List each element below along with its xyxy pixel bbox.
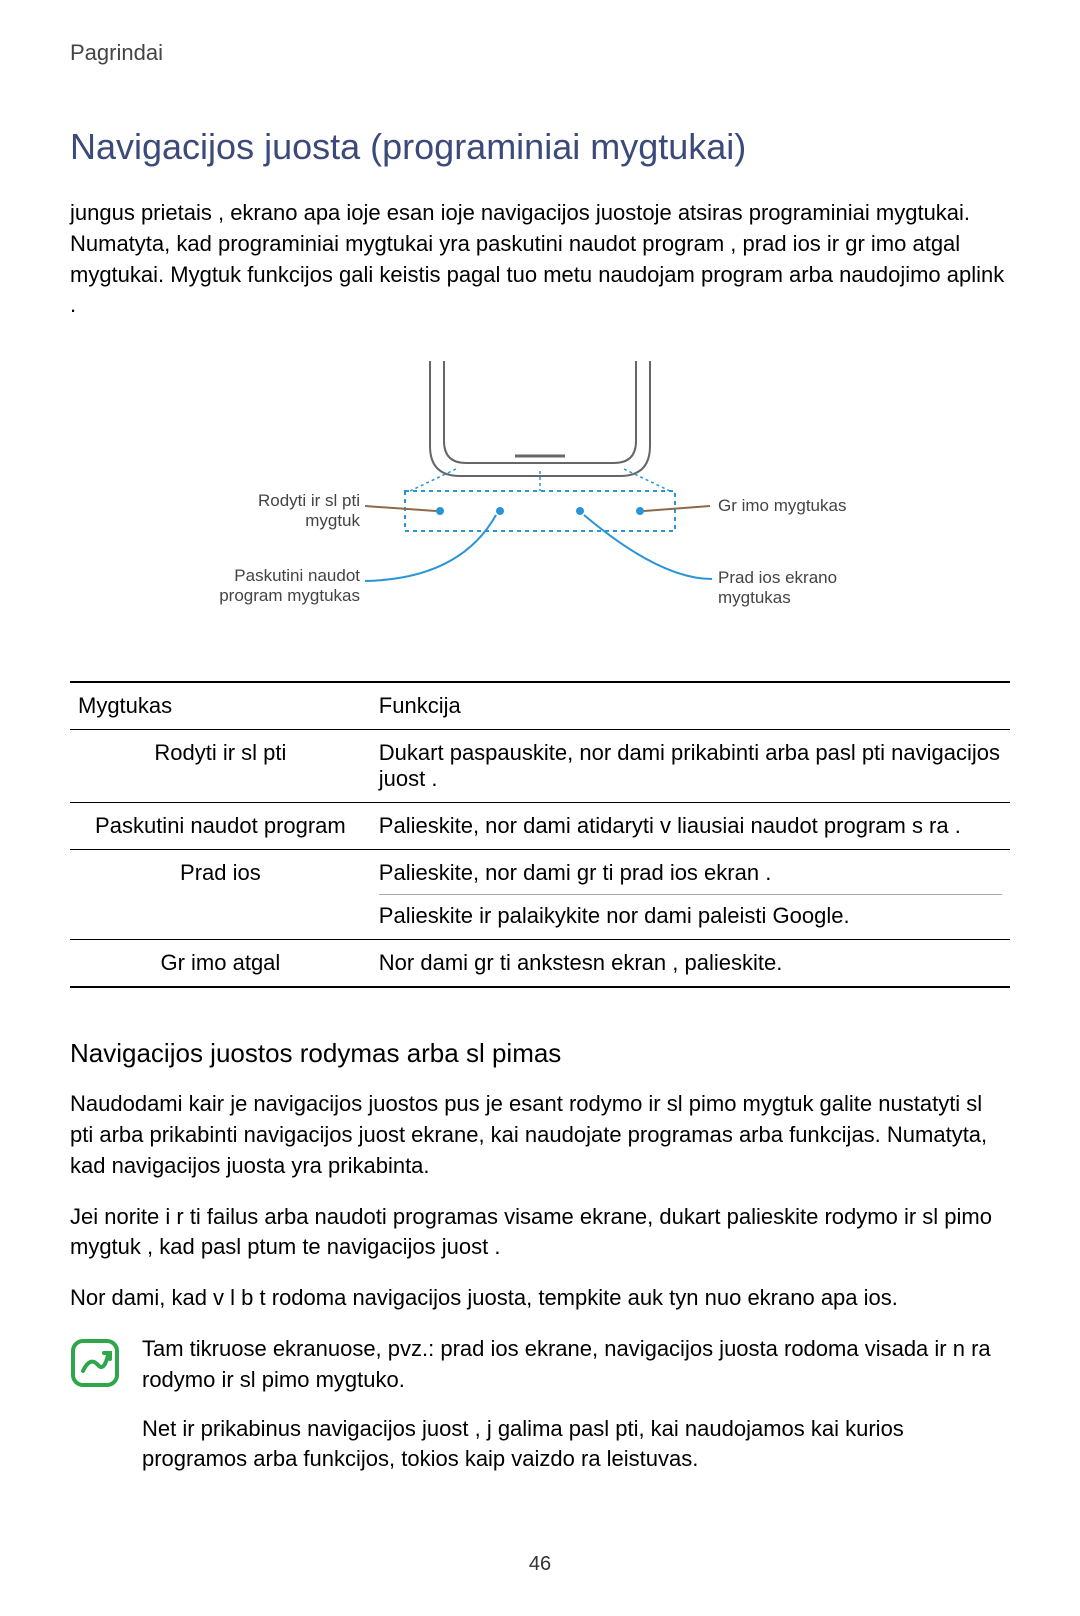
breadcrumb: Pagrindai — [70, 40, 1010, 66]
table-cell-function: Nor dami gr ti ankstesn ekran , palieski… — [371, 940, 1010, 988]
table-cell-button: Paskutini naudot program — [70, 803, 371, 850]
table-header-button: Mygtukas — [70, 682, 371, 730]
svg-text:mygtuk: mygtuk — [305, 511, 360, 530]
table-header-function: Funkcija — [371, 682, 1010, 730]
buttons-table: Mygtukas Funkcija Rodyti ir sl pti Dukar… — [70, 681, 1010, 988]
svg-text:program mygtukas: program mygtukas — [219, 586, 360, 605]
table-row: Prad ios Palieskite, nor dami gr ti prad… — [70, 850, 1010, 940]
table-cell-button: Rodyti ir sl pti — [70, 730, 371, 803]
page-title: Navigacijos juosta (programiniai mygtuka… — [70, 126, 1010, 168]
note-icon — [70, 1338, 120, 1393]
body-paragraph: Nor dami, kad v l b t rodoma navigacijos… — [70, 1283, 1010, 1314]
intro-paragraph: jungus prietais , ekrano apa ioje esan i… — [70, 198, 1010, 321]
note-paragraph: Tam tikruose ekranuose, pvz.: prad ios e… — [142, 1334, 1010, 1396]
table-cell-function-a: Palieskite, nor dami gr ti prad ios ekra… — [379, 860, 1002, 886]
table-cell-button: Gr imo atgal — [70, 940, 371, 988]
svg-text:Rodyti ir sl pti: Rodyti ir sl pti — [258, 491, 360, 510]
note-block: Tam tikruose ekranuose, pvz.: prad ios e… — [70, 1334, 1010, 1493]
table-cell-function: Dukart paspauskite, nor dami prikabinti … — [371, 730, 1010, 803]
body-paragraph: Naudodami kair je navigacijos juostos pu… — [70, 1089, 1010, 1181]
table-cell-function: Palieskite, nor dami atidaryti v liausia… — [371, 803, 1010, 850]
body-paragraph: Jei norite i r ti failus arba naudoti pr… — [70, 1202, 1010, 1264]
page-number: 46 — [70, 1553, 1010, 1576]
table-cell-button: Prad ios — [70, 850, 371, 940]
svg-text:Paskutini naudot: Paskutini naudot — [234, 566, 360, 585]
nav-bar-diagram: Rodyti ir sl pti mygtuk Paskutini naudot… — [160, 351, 920, 651]
svg-text:Gr imo mygtukas: Gr imo mygtukas — [718, 496, 846, 515]
table-cell-function: Palieskite, nor dami gr ti prad ios ekra… — [371, 850, 1010, 940]
svg-text:Prad ios ekrano: Prad ios ekrano — [718, 568, 837, 587]
table-row: Paskutini naudot program Palieskite, nor… — [70, 803, 1010, 850]
subheading: Navigacijos juostos rodymas arba sl pima… — [70, 1038, 1010, 1069]
svg-text:mygtukas: mygtukas — [718, 588, 791, 607]
note-text: Tam tikruose ekranuose, pvz.: prad ios e… — [142, 1334, 1010, 1493]
table-row: Gr imo atgal Nor dami gr ti ankstesn ekr… — [70, 940, 1010, 988]
note-paragraph: Net ir prikabinus navigacijos juost , j … — [142, 1414, 1010, 1476]
table-row: Rodyti ir sl pti Dukart paspauskite, nor… — [70, 730, 1010, 803]
table-cell-function-b: Palieskite ir palaikykite nor dami palei… — [379, 894, 1002, 929]
